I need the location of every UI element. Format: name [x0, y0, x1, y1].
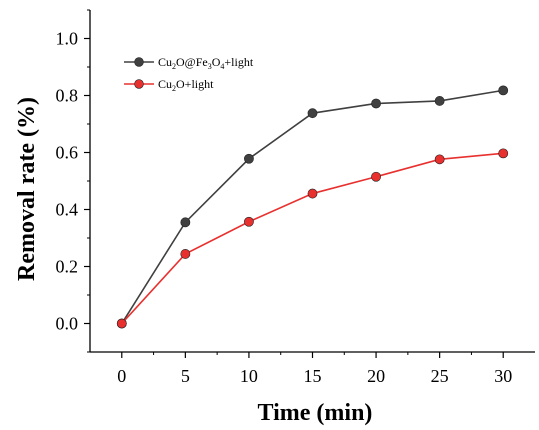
x-tick-label: 0 — [117, 366, 126, 386]
series-layer — [116, 85, 509, 329]
y-axis: 0.0 0.2 0.4 0.6 0.8 1.0 — [56, 9, 90, 353]
data-point — [498, 85, 509, 96]
x-tick-label: 5 — [181, 366, 190, 386]
x-tick-label: 10 — [240, 366, 258, 386]
y-tick-label: 0.8 — [56, 86, 79, 106]
series-line-1 — [121, 89, 504, 324]
plot-frame — [89, 10, 535, 353]
legend-marker-2 — [134, 79, 144, 89]
x-tick-label: 20 — [367, 366, 385, 386]
legend-label-1: Cu2O@Fe3O4+light — [158, 55, 254, 71]
data-point — [434, 154, 445, 165]
data-point — [498, 148, 509, 159]
data-point — [307, 188, 318, 199]
data-point — [180, 217, 191, 228]
y-tick-label: 0.2 — [56, 257, 79, 277]
data-point — [116, 318, 127, 329]
x-tick-label: 15 — [304, 366, 322, 386]
x-axis-title: Time (min) — [258, 400, 373, 426]
data-point — [244, 153, 254, 164]
data-point — [307, 108, 318, 119]
series-line-2 — [121, 152, 504, 325]
legend-label-2: Cu2O+light — [158, 77, 214, 93]
legend-marker-1 — [134, 57, 144, 67]
data-point — [180, 249, 191, 259]
x-tick-label: 30 — [494, 366, 512, 386]
y-axis-title: Removal rate (%) — [14, 97, 40, 281]
data-point — [434, 96, 445, 106]
x-tick-label: 25 — [431, 366, 449, 386]
y-tick-label: 0.4 — [56, 200, 79, 220]
x-axis: 0 5 10 15 20 25 30 — [117, 352, 512, 386]
data-point — [371, 171, 381, 182]
legend: Cu2O@Fe3O4+light Cu2O+light — [124, 55, 254, 93]
y-tick-label: 1.0 — [56, 29, 79, 49]
data-point — [371, 98, 381, 109]
y-tick-label: 0.0 — [56, 314, 79, 334]
y-tick-label: 0.6 — [56, 143, 79, 163]
data-point — [244, 216, 254, 227]
